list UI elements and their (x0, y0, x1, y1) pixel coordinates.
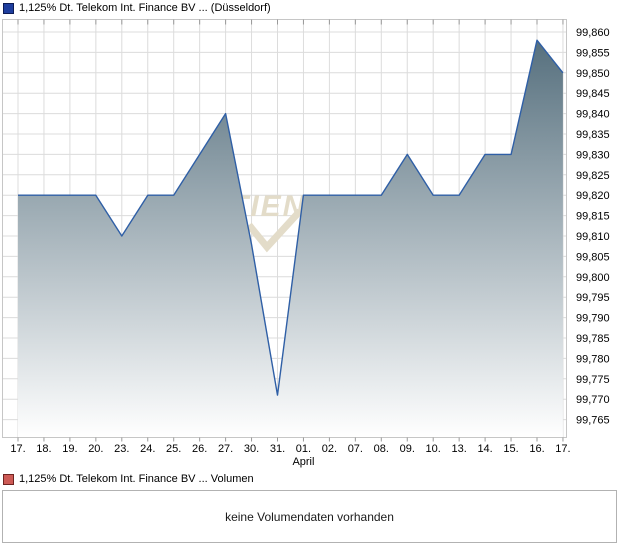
volume-legend: 1,125% Dt. Telekom Int. Finance BV ... V… (3, 473, 254, 485)
x-axis-tick-label: 19. (62, 443, 77, 455)
y-axis-tick-label: 99,790 (576, 313, 610, 325)
y-axis-tick-label: 99,830 (576, 149, 610, 161)
y-axis-tick-label: 99,860 (576, 27, 610, 39)
y-axis-tick-label: 99,785 (576, 333, 610, 345)
y-axis-tick-label: 99,765 (576, 415, 610, 427)
volume-legend-label: 1,125% Dt. Telekom Int. Finance BV ... V… (19, 473, 254, 485)
x-axis-tick-label: 31. (270, 443, 285, 455)
price-legend-label: 1,125% Dt. Telekom Int. Finance BV ... (… (19, 2, 271, 14)
plot-border (2, 19, 567, 438)
x-axis-tick-label: 02. (322, 443, 337, 455)
x-axis-tick-label: 10. (426, 443, 441, 455)
price-line (18, 39, 564, 396)
x-axis-tick-label: 23. (114, 443, 129, 455)
y-axis-tick-label: 99,810 (576, 231, 610, 243)
x-axis-tick-label: 15. (503, 443, 518, 455)
watermark-check-icon (246, 208, 303, 253)
x-axis-tick-label: 16. (529, 443, 544, 455)
y-axis-tick-label: 99,850 (576, 68, 610, 80)
x-axis-month-label: April (292, 456, 314, 468)
x-axis-tick-label: 09. (400, 443, 415, 455)
x-axis-tick-label: 30. (244, 443, 259, 455)
y-axis-tick-label: 99,775 (576, 374, 610, 386)
y-axis-tick-label: 99,825 (576, 170, 610, 182)
volume-legend-swatch-icon (3, 473, 14, 485)
x-axis-tick-label: 14. (477, 443, 492, 455)
price-legend: 1,125% Dt. Telekom Int. Finance BV ... (… (3, 2, 271, 14)
price-legend-swatch-icon (3, 2, 14, 14)
y-axis-tick-label: 99,795 (576, 292, 610, 304)
x-axis-tick-label: 13. (452, 443, 467, 455)
x-axis-tick-label: 26. (192, 443, 207, 455)
price-area-fill (18, 40, 563, 438)
x-axis-tick-label: 27. (218, 443, 233, 455)
y-axis-tick-label: 99,770 (576, 394, 610, 406)
y-axis-tick-label: 99,835 (576, 129, 610, 141)
x-axis-tick-label: 18. (36, 443, 51, 455)
y-axis-tick-label: 99,855 (576, 47, 610, 59)
y-axis-tick-label: 99,845 (576, 88, 610, 100)
x-axis-tick-label: 17. (10, 443, 25, 455)
y-axis-tick-label: 99,820 (576, 190, 610, 202)
price-area-chart: TIEN99,86099,85599,85099,84599,84099,835… (2, 19, 610, 468)
volume-no-data-message: keine Volumendaten vorhanden (225, 509, 394, 524)
y-axis-tick-label: 99,840 (576, 109, 610, 121)
y-axis-tick-label: 99,780 (576, 353, 610, 365)
x-axis-tick-label: 08. (374, 443, 389, 455)
volume-panel: keine Volumendaten vorhanden (2, 490, 617, 543)
x-axis-tick-label: 25. (166, 443, 181, 455)
x-axis-tick-label: 01. (296, 443, 311, 455)
x-axis-tick-label: 24. (140, 443, 155, 455)
x-axis-tick-label: 07. (348, 443, 363, 455)
y-axis-tick-label: 99,815 (576, 211, 610, 223)
x-axis-tick-label: 20. (88, 443, 103, 455)
x-axis-tick-label: 17. (555, 443, 570, 455)
y-axis-tick-label: 99,805 (576, 251, 610, 263)
y-axis-tick-label: 99,800 (576, 272, 610, 284)
